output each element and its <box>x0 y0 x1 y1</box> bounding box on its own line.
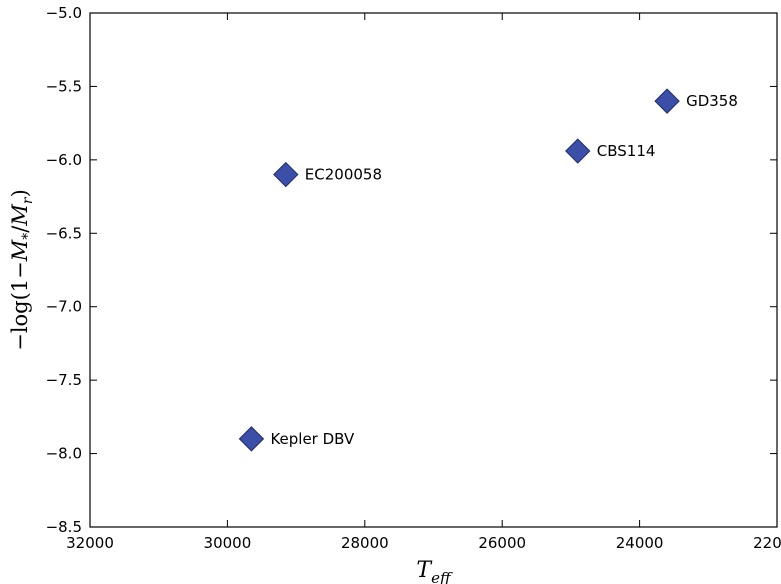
x-tick-label: 26000 <box>478 534 526 552</box>
x-tick-label: 24000 <box>616 534 664 552</box>
x-axis-label: Teff <box>416 558 453 584</box>
data-point-label: GD358 <box>686 92 738 110</box>
y-tick-label: −7.5 <box>46 371 82 389</box>
y-tick-label: −6.5 <box>46 224 82 242</box>
x-tick-label: 32000 <box>66 534 114 552</box>
data-point-marker <box>238 426 265 452</box>
axis-ticks <box>89 12 778 528</box>
y-tick-label: −7.0 <box>46 298 82 316</box>
axis-labels: Teff −log(1−M*/Mr) <box>8 189 453 584</box>
y-tick-label: −8.0 <box>46 445 82 463</box>
data-point-label: EC200058 <box>305 166 382 184</box>
y-tick-label: −5.0 <box>46 4 82 22</box>
plot-frame <box>89 12 778 528</box>
data-point-labels: GD358 CBS114 EC200058 Kepler DBV <box>270 92 737 448</box>
y-tick-label: −6.0 <box>46 151 82 169</box>
y-tick-label: −5.5 <box>46 77 82 95</box>
data-point-marker <box>273 161 299 188</box>
x-tick-label: 22000 <box>753 534 781 552</box>
x-tick-label: 30000 <box>204 534 252 552</box>
y-tick-label: −8.5 <box>46 518 82 536</box>
data-point-marker <box>654 88 680 114</box>
plot-area <box>89 12 778 528</box>
x-tick-label: 28000 <box>341 534 389 552</box>
data-point-label: CBS114 <box>597 142 656 160</box>
tick-labels: 32000 30000 28000 26000 24000 22000 −5.0 −5.5 −6… <box>46 4 781 552</box>
y-axis-label: −log(1−M*/Mr) <box>8 189 36 351</box>
data-point-marker <box>565 138 591 164</box>
data-point-label: Kepler DBV <box>270 430 355 448</box>
data-points <box>238 88 680 452</box>
